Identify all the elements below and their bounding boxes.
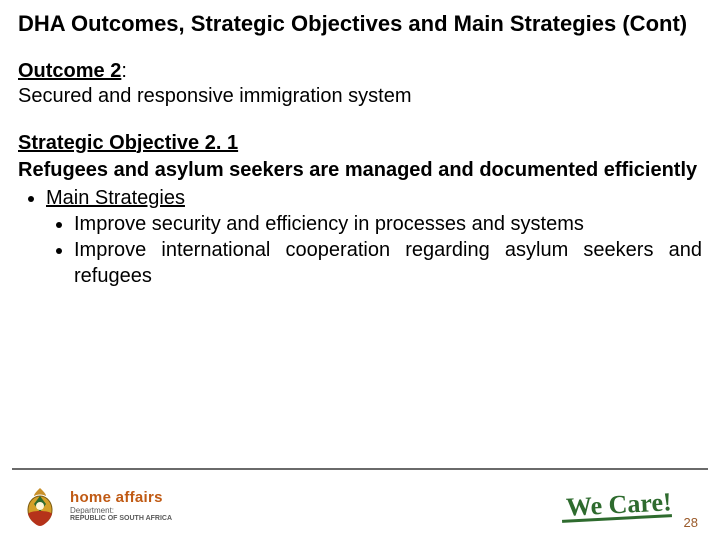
content-area: DHA Outcomes, Strategic Objectives and M… bbox=[18, 10, 702, 289]
department-name: home affairs bbox=[70, 490, 172, 506]
strategy-sublist: Improve security and efficiency in proce… bbox=[46, 211, 702, 289]
logo-block: home affairs Department: REPUBLIC OF SOU… bbox=[20, 484, 172, 528]
strategy-item: Improve international cooperation regard… bbox=[74, 237, 702, 289]
main-strategies-list: Main Strategies Improve security and eff… bbox=[18, 185, 702, 289]
department-text: home affairs Department: REPUBLIC OF SOU… bbox=[70, 490, 172, 522]
strategic-objective-text: Refugees and asylum seekers are managed … bbox=[18, 157, 702, 183]
strategic-objective-heading: Strategic Objective 2. 1 bbox=[18, 132, 702, 155]
slide: DHA Outcomes, Strategic Objectives and M… bbox=[0, 0, 720, 540]
outcome-label: Outcome 2 bbox=[18, 60, 121, 82]
strategy-item: Improve security and efficiency in proce… bbox=[74, 211, 702, 237]
outcome-colon: : bbox=[121, 60, 127, 82]
department-sub2: REPUBLIC OF SOUTH AFRICA bbox=[70, 515, 172, 522]
slide-title: DHA Outcomes, Strategic Objectives and M… bbox=[18, 10, 702, 38]
outcome-text: Secured and responsive immigration syste… bbox=[18, 85, 702, 108]
outcome-block: Outcome 2: Secured and responsive immigr… bbox=[18, 60, 702, 108]
footer-divider bbox=[12, 468, 708, 470]
main-strategies-label: Main Strategies bbox=[46, 187, 185, 209]
page-number: 28 bbox=[684, 515, 698, 530]
footer: home affairs Department: REPUBLIC OF SOU… bbox=[0, 468, 720, 540]
coat-of-arms-icon bbox=[20, 484, 60, 528]
main-strategies-item: Main Strategies Improve security and eff… bbox=[46, 185, 702, 289]
department-sub1: Department: bbox=[70, 507, 172, 515]
